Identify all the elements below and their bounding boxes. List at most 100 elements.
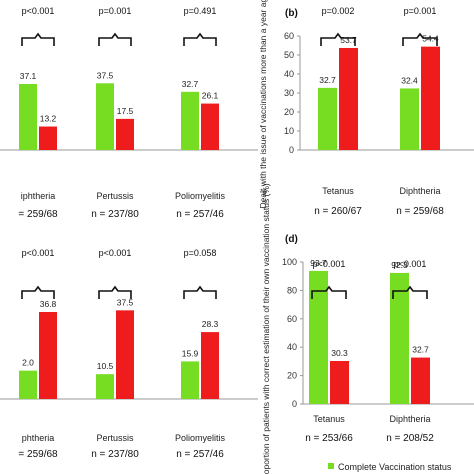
category-label: iphtheria — [21, 191, 56, 201]
p-value-label: p=0.491 — [184, 6, 217, 16]
category-label: Tetanus — [313, 414, 345, 424]
y-tick-label: 10 — [284, 126, 294, 136]
category-label: Poliomyelitis — [175, 191, 226, 201]
bar-incomplete — [339, 47, 358, 150]
panel-label: (d) — [285, 234, 298, 245]
p-value-label: p=0.001 — [99, 6, 132, 16]
significance-bracket — [392, 285, 428, 299]
y-axis-label: Proportion of patients with correct esti… — [261, 183, 271, 474]
bar-complete — [400, 88, 419, 150]
value-label-incomplete: 13.2 — [40, 114, 57, 124]
bar-complete — [19, 84, 37, 150]
n-label: = 259/68 — [18, 449, 58, 460]
y-tick-label: 40 — [287, 342, 297, 352]
bar-incomplete — [201, 332, 219, 399]
significance-bracket — [183, 32, 217, 46]
chart-panel-3: 2.0 36.8 p<0.001 phtheria = 259/68 10.5 37.5 p<… — [0, 248, 258, 460]
value-label-complete: 2.0 — [22, 358, 34, 368]
n-label: n = 237/80 — [91, 209, 139, 220]
y-tick-label: 30 — [284, 88, 294, 98]
n-label: n = 208/52 — [386, 433, 434, 444]
value-label-complete: 10.5 — [97, 361, 114, 371]
value-label-complete: 37.1 — [20, 71, 37, 81]
panel-label: (b) — [285, 8, 298, 19]
bar-incomplete — [421, 46, 440, 150]
category-label: Tetanus — [322, 186, 354, 196]
p-value-label: p=0.002 — [322, 6, 355, 16]
significance-bracket — [21, 32, 55, 46]
p-value-label: p<0.001 — [99, 248, 132, 258]
category-label: Pertussis — [96, 433, 134, 443]
p-value-label: p=0.058 — [184, 248, 217, 258]
value-label-complete: 32.7 — [319, 75, 336, 85]
bar-complete — [96, 374, 114, 399]
y-tick-label: 0 — [292, 399, 297, 409]
value-label-complete: 15.9 — [182, 348, 199, 358]
significance-bracket — [98, 285, 132, 299]
n-label: n = 259/68 — [396, 206, 444, 217]
value-label-incomplete: 30.3 — [331, 348, 348, 358]
category-label: Diphtheria — [399, 186, 440, 196]
bar-complete — [181, 91, 199, 150]
bar-incomplete — [39, 312, 57, 399]
y-tick-label: 60 — [284, 31, 294, 41]
significance-bracket — [311, 285, 347, 299]
bar-complete — [390, 272, 409, 404]
chart-panel-1: 37.1 13.2 p<0.001 iphtheria = 259/68 37.5 17.5… — [0, 6, 258, 220]
y-axis-label: Dealt with the issue of vaccinations mor… — [258, 0, 268, 209]
bar-incomplete — [330, 360, 349, 404]
legend-label-complete: Complete Vaccination status — [338, 462, 452, 472]
bar-incomplete — [39, 126, 57, 150]
p-value-label: p<0.001 — [22, 6, 55, 16]
n-label: n = 260/67 — [314, 206, 362, 217]
bar-incomplete — [116, 118, 134, 150]
y-tick-label: 20 — [287, 371, 297, 381]
y-tick-label: 80 — [287, 285, 297, 295]
category-label: phtheria — [22, 433, 55, 443]
value-label-complete: 92.3 — [391, 260, 408, 270]
legend-swatch-complete — [328, 463, 334, 469]
value-label-incomplete: 28.3 — [202, 319, 219, 329]
chart-panel-2: 0 10 20 30 40 50 60 (b) Dealt with the issue of … — [258, 0, 474, 217]
n-label: n = 237/80 — [91, 449, 139, 460]
value-label-incomplete: 26.1 — [202, 91, 219, 101]
y-tick-label: 20 — [284, 107, 294, 117]
bar-complete — [96, 83, 114, 150]
significance-bracket — [402, 32, 438, 46]
value-label-complete: 32.4 — [401, 75, 418, 85]
bar-complete — [318, 87, 337, 150]
p-value-label: p<0.001 — [394, 259, 427, 269]
n-label: n = 257/46 — [176, 449, 224, 460]
bar-incomplete — [411, 357, 430, 404]
value-label-incomplete: 37.5 — [117, 297, 134, 307]
significance-bracket — [98, 32, 132, 46]
significance-bracket — [320, 32, 356, 46]
category-label: Poliomyelitis — [175, 433, 226, 443]
y-tick-label: 50 — [284, 50, 294, 60]
significance-bracket — [183, 285, 217, 299]
value-label-incomplete: 36.8 — [40, 299, 57, 309]
value-label-complete: 93.7 — [310, 258, 327, 268]
n-label: n = 253/66 — [305, 433, 353, 444]
bar-complete — [19, 370, 37, 399]
p-value-label: p<0.001 — [313, 259, 346, 269]
bar-incomplete — [201, 103, 219, 150]
value-label-complete: 32.7 — [182, 79, 199, 89]
category-label: Pertussis — [96, 191, 134, 201]
bar-complete — [181, 361, 199, 399]
n-label: n = 257/46 — [176, 209, 224, 220]
p-value-label: p<0.001 — [22, 248, 55, 258]
significance-bracket — [21, 285, 55, 299]
y-tick-label: 100 — [282, 257, 297, 267]
y-tick-label: 40 — [284, 69, 294, 79]
y-tick-label: 0 — [289, 145, 294, 155]
category-label: Diphtheria — [389, 414, 430, 424]
value-label-incomplete: 32.7 — [412, 345, 429, 355]
p-value-label: p=0.001 — [404, 6, 437, 16]
value-label-incomplete: 53.7 — [340, 35, 357, 45]
y-tick-label: 60 — [287, 314, 297, 324]
value-label-complete: 37.5 — [97, 70, 114, 80]
bar-complete — [309, 270, 328, 404]
bar-incomplete — [116, 310, 134, 399]
